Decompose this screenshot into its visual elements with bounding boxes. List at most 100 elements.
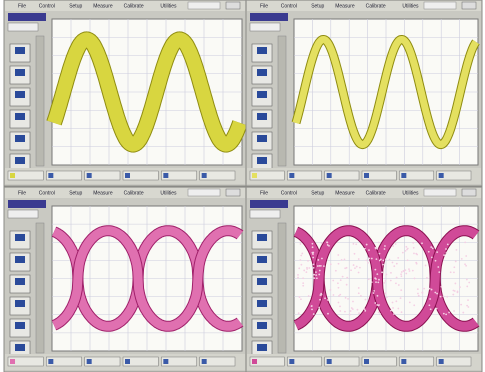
close-button[interactable]: [462, 189, 476, 196]
noise-dot: [402, 252, 404, 254]
noise-dot: [468, 282, 470, 284]
noise-dot: [379, 253, 381, 255]
noise-dot: [320, 265, 322, 267]
status-swatch: [125, 173, 130, 178]
menu-item[interactable]: Measure: [335, 190, 355, 196]
menu-item[interactable]: Setup: [311, 190, 324, 196]
noise-dot: [467, 306, 469, 308]
menu-item[interactable]: Measure: [93, 3, 113, 9]
status-swatch: [289, 359, 294, 364]
noise-dot: [330, 263, 332, 265]
menu-item[interactable]: Control: [281, 3, 297, 9]
menu-item[interactable]: Setup: [69, 190, 82, 196]
noise-dot: [396, 277, 398, 279]
scope-window: File Control Setup Measure Calibrate Utilitie…: [4, 0, 246, 186]
close-button[interactable]: [462, 2, 476, 9]
noise-dot: [462, 312, 464, 314]
menu-item[interactable]: Setup: [69, 3, 82, 9]
status-swatch: [252, 173, 257, 178]
status-swatch: [87, 173, 92, 178]
status-swatch: [439, 173, 444, 178]
noise-dot: [371, 258, 373, 260]
noise-dot: [421, 292, 423, 294]
menu-item[interactable]: Utilities: [402, 3, 419, 9]
close-button[interactable]: [226, 189, 240, 196]
noise-dot: [400, 275, 402, 277]
menu-item[interactable]: File: [260, 3, 268, 9]
noise-dot: [338, 263, 340, 265]
noise-dot: [297, 274, 299, 276]
noise-dot: [352, 301, 354, 303]
tool-icon: [15, 157, 25, 164]
noise-dot: [327, 299, 329, 301]
noise-dot: [384, 245, 386, 247]
menu-item[interactable]: Setup: [311, 3, 324, 9]
menu-item[interactable]: Calibrate: [124, 190, 144, 196]
noise-dot: [353, 243, 355, 245]
noise-dot: [466, 286, 468, 288]
status-swatch: [202, 173, 207, 178]
noise-dot: [349, 314, 351, 316]
noise-dot: [315, 271, 317, 273]
noise-dot: [440, 286, 442, 288]
menu-item[interactable]: File: [260, 190, 268, 196]
noise-dot: [335, 270, 337, 272]
menu-item[interactable]: Calibrate: [366, 3, 386, 9]
menu-item[interactable]: Utilities: [160, 3, 177, 9]
status-swatch: [364, 359, 369, 364]
menu-item[interactable]: Measure: [335, 3, 355, 9]
noise-dot: [315, 274, 317, 276]
menu-item[interactable]: Calibrate: [124, 3, 144, 9]
menu-item[interactable]: File: [18, 190, 26, 196]
tool-icon: [15, 47, 25, 54]
noise-dot: [447, 243, 449, 245]
noise-dot: [426, 277, 428, 279]
noise-dot: [346, 284, 348, 286]
menu-item[interactable]: Control: [39, 190, 55, 196]
tool-icon: [257, 113, 267, 120]
status-swatch: [401, 173, 406, 178]
tool-icon: [257, 91, 267, 98]
noise-dot: [374, 277, 376, 279]
status-swatch: [327, 359, 332, 364]
noise-dot: [311, 305, 313, 307]
noise-dot: [453, 310, 455, 312]
tool-icon: [257, 135, 267, 142]
noise-dot: [400, 297, 402, 299]
noise-dot: [416, 254, 418, 256]
noise-dot: [327, 313, 329, 315]
menu-item[interactable]: Control: [39, 3, 55, 9]
noise-dot: [366, 244, 368, 246]
noise-dot: [358, 312, 360, 314]
noise-dot: [333, 294, 335, 296]
status-swatch: [289, 173, 294, 178]
noise-dot: [311, 252, 313, 254]
noise-dot: [377, 281, 379, 283]
noise-dot: [313, 274, 315, 276]
noise-dot: [423, 288, 425, 290]
noise-dot: [308, 267, 310, 269]
noise-dot: [365, 299, 367, 301]
menu-item[interactable]: Utilities: [160, 190, 177, 196]
time-box: [188, 2, 220, 9]
noise-dot: [302, 282, 304, 284]
menu-item[interactable]: Control: [281, 190, 297, 196]
tool-icon: [257, 322, 267, 329]
noise-dot: [397, 257, 399, 259]
menu-item[interactable]: Utilities: [402, 190, 419, 196]
noise-dot: [301, 253, 303, 255]
close-button[interactable]: [226, 2, 240, 9]
scope-window: File Control Setup Measure Calibrate Utilitie…: [4, 187, 246, 372]
status-swatch: [439, 359, 444, 364]
noise-dot: [327, 244, 329, 246]
menu-item[interactable]: File: [18, 3, 26, 9]
noise-dot: [385, 274, 387, 276]
noise-dot: [406, 249, 408, 251]
noise-dot: [455, 261, 457, 263]
noise-dot: [298, 267, 300, 269]
menu-item[interactable]: Measure: [93, 190, 113, 196]
menu-item[interactable]: Calibrate: [366, 190, 386, 196]
noise-dot: [340, 279, 342, 281]
noise-dot: [313, 263, 315, 265]
tool-icon: [15, 256, 25, 263]
